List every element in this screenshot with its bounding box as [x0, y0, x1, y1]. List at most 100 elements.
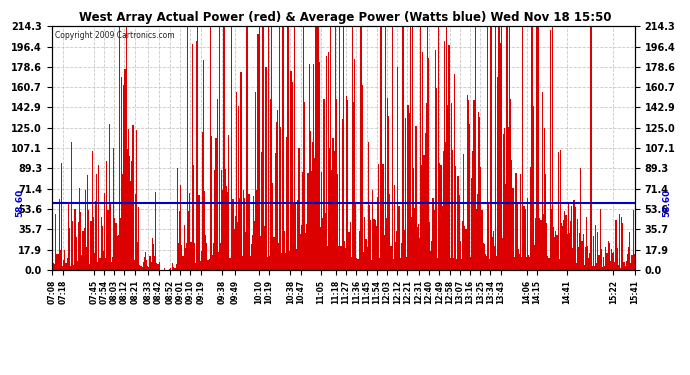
- Bar: [379, 258, 380, 270]
- Bar: [522, 26, 524, 270]
- Bar: [186, 243, 187, 270]
- Bar: [440, 165, 442, 270]
- Bar: [335, 26, 336, 270]
- Bar: [135, 194, 136, 270]
- Bar: [560, 150, 561, 270]
- Bar: [373, 219, 375, 270]
- Bar: [59, 199, 60, 270]
- Bar: [347, 100, 348, 270]
- Bar: [551, 209, 552, 270]
- Bar: [533, 245, 535, 270]
- Bar: [117, 236, 118, 270]
- Bar: [262, 26, 263, 270]
- Bar: [404, 230, 405, 270]
- Text: West Array Actual Power (red) & Average Power (Watts blue) Wed Nov 18 15:50: West Array Actual Power (red) & Average …: [79, 11, 611, 24]
- Bar: [573, 200, 575, 270]
- Bar: [169, 268, 170, 270]
- Bar: [577, 219, 578, 270]
- Bar: [253, 196, 254, 270]
- Bar: [622, 223, 624, 270]
- Bar: [81, 255, 82, 270]
- Bar: [473, 100, 475, 270]
- Bar: [72, 221, 73, 270]
- Bar: [602, 267, 603, 270]
- Bar: [609, 243, 610, 270]
- Bar: [571, 206, 572, 270]
- Bar: [297, 200, 298, 270]
- Bar: [77, 261, 78, 270]
- Bar: [257, 34, 259, 270]
- Bar: [443, 151, 444, 270]
- Bar: [448, 45, 450, 270]
- Bar: [285, 253, 286, 270]
- Bar: [203, 60, 204, 270]
- Bar: [331, 170, 333, 270]
- Bar: [279, 26, 280, 270]
- Bar: [147, 266, 148, 270]
- Bar: [298, 148, 299, 270]
- Bar: [555, 231, 556, 270]
- Bar: [124, 69, 126, 270]
- Bar: [224, 169, 226, 270]
- Bar: [240, 72, 241, 270]
- Bar: [211, 136, 212, 270]
- Bar: [294, 26, 295, 270]
- Bar: [173, 267, 175, 270]
- Bar: [628, 247, 629, 270]
- Bar: [333, 151, 335, 270]
- Bar: [362, 85, 363, 270]
- Bar: [246, 26, 247, 270]
- Bar: [280, 126, 282, 270]
- Bar: [400, 258, 401, 270]
- Bar: [493, 231, 494, 270]
- Bar: [190, 242, 192, 270]
- Bar: [143, 262, 144, 270]
- Bar: [579, 234, 580, 270]
- Bar: [134, 260, 135, 270]
- Bar: [144, 257, 145, 270]
- Bar: [295, 204, 296, 270]
- Bar: [542, 92, 543, 270]
- Bar: [509, 26, 510, 270]
- Bar: [544, 128, 545, 270]
- Bar: [419, 238, 420, 270]
- Bar: [495, 26, 496, 270]
- Bar: [108, 124, 110, 270]
- Bar: [139, 266, 140, 270]
- Bar: [140, 266, 141, 270]
- Bar: [288, 26, 289, 270]
- Bar: [90, 221, 92, 270]
- Bar: [426, 103, 427, 270]
- Bar: [317, 26, 319, 270]
- Bar: [479, 117, 480, 270]
- Bar: [269, 256, 270, 270]
- Bar: [547, 256, 549, 270]
- Bar: [192, 44, 193, 270]
- Bar: [413, 168, 414, 270]
- Bar: [321, 172, 322, 270]
- Bar: [145, 252, 146, 270]
- Bar: [535, 218, 536, 270]
- Bar: [454, 74, 455, 270]
- Bar: [92, 217, 94, 270]
- Bar: [370, 220, 371, 270]
- Bar: [75, 209, 76, 270]
- Bar: [524, 209, 526, 270]
- Bar: [461, 258, 462, 270]
- Bar: [484, 244, 485, 270]
- Bar: [148, 267, 150, 270]
- Bar: [319, 62, 320, 270]
- Bar: [630, 263, 631, 270]
- Bar: [85, 190, 86, 270]
- Bar: [150, 262, 152, 270]
- Bar: [118, 236, 119, 270]
- Bar: [201, 132, 203, 270]
- Bar: [487, 26, 489, 270]
- Bar: [127, 148, 128, 270]
- Bar: [136, 130, 137, 270]
- Bar: [99, 258, 101, 270]
- Bar: [342, 118, 343, 270]
- Bar: [384, 236, 385, 270]
- Bar: [485, 254, 486, 270]
- Bar: [605, 247, 607, 270]
